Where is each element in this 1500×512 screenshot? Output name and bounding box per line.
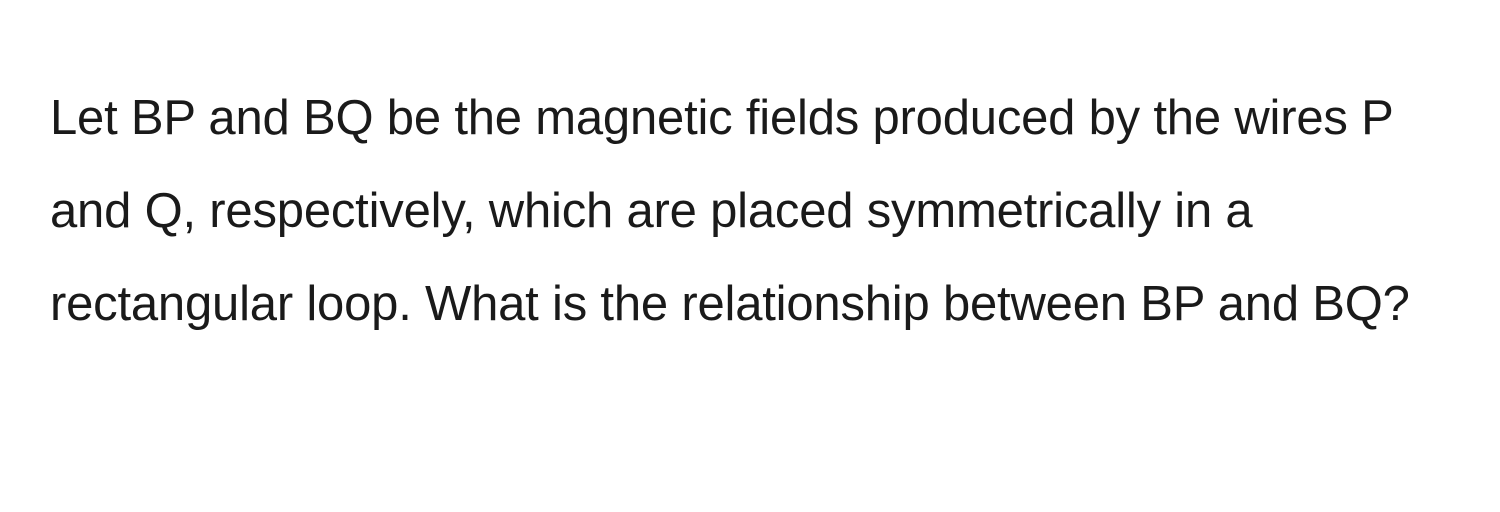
- question-text: Let BP and BQ be the magnetic fields pro…: [50, 72, 1450, 351]
